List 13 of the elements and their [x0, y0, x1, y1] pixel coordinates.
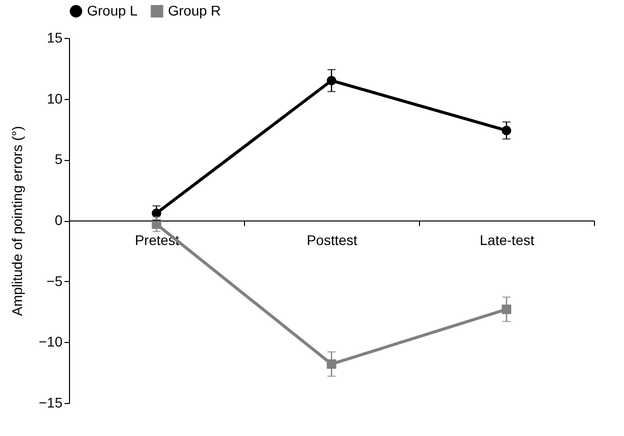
- y-tick-label: 10: [46, 90, 63, 106]
- y-tick-label: −5: [46, 272, 63, 289]
- y-tick-label: 15: [46, 30, 63, 46]
- y-tick-label: 5: [54, 151, 63, 168]
- x-tick-label: Pretest: [134, 232, 180, 248]
- y-tick-label: −10: [38, 334, 63, 350]
- legend-label: Group R: [168, 2, 221, 18]
- x-tick-label: Late-test: [480, 232, 534, 248]
- y-tick-label: 0: [54, 212, 63, 228]
- y-tick-label: −15: [38, 394, 63, 410]
- x-tick-label: Posttest: [306, 232, 358, 248]
- y-axis-title: Amplitude of pointing errors (°): [8, 126, 25, 316]
- legend-label: Group L: [87, 2, 138, 18]
